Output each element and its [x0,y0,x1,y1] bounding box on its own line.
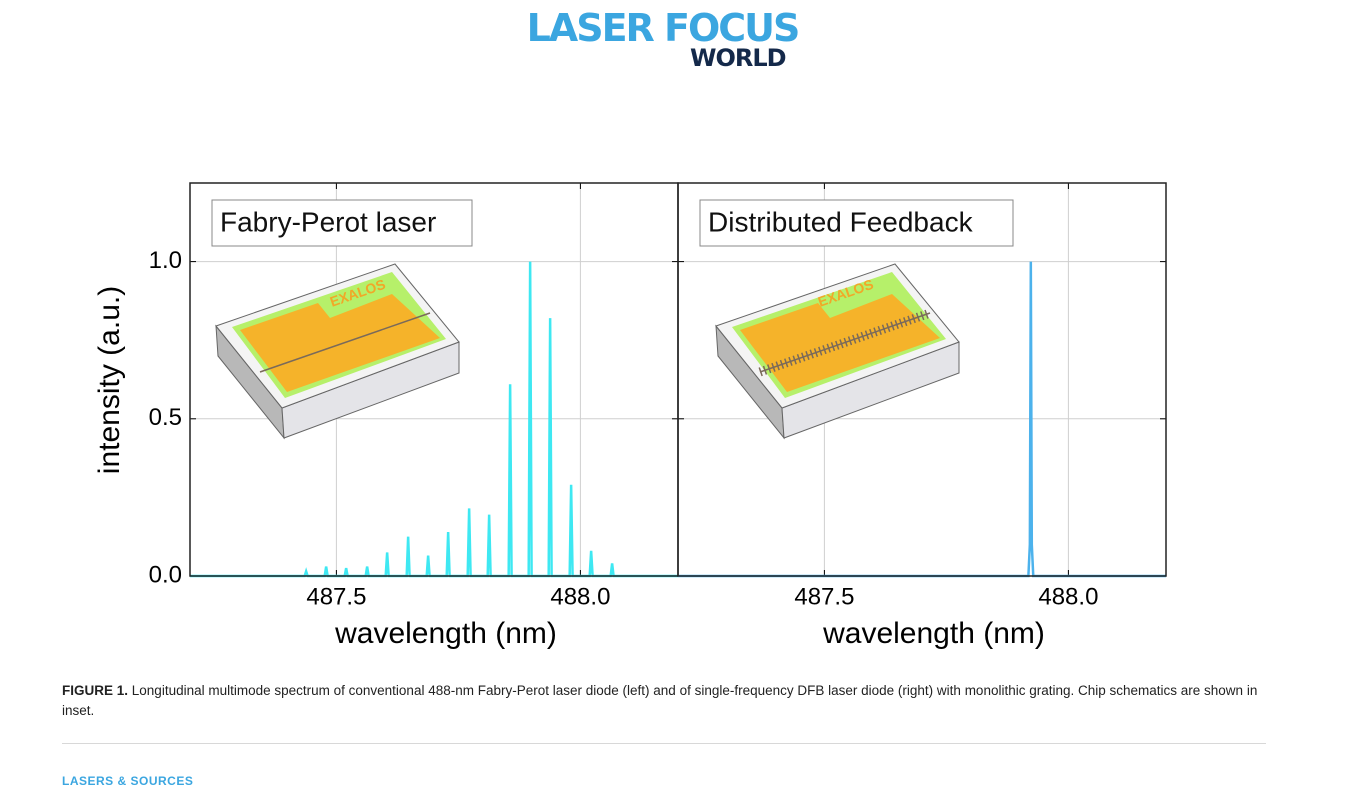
title-box [699,199,1014,247]
panel: 0.0 0.5 1.0 487.5 488.0 wavelength (nm) intens… [93,183,678,650]
divider [62,743,1266,744]
x-axis-label: wavelength (nm) [822,617,1045,650]
panel: 487.5 488.0 wavelength (nm) [678,183,1166,650]
x-axis-label: wavelength (nm) [334,617,557,650]
title-box [211,199,473,247]
x-tick-label: 488.0 [550,583,610,610]
y-tick-label: 0.0 [149,561,182,588]
x-tick-label: 488.0 [1038,583,1098,610]
y-tick-label: 1.0 [149,247,182,274]
chip-stripe [259,312,431,373]
panel-title: Distributed Feedback [708,206,974,237]
category-link[interactable]: LASERS & SOURCES [62,774,194,788]
chip-inset [215,263,460,440]
logo[interactable]: LASER FOCUS [526,6,801,50]
logo-sub[interactable]: WORLD [690,44,787,72]
x-tick-label: 487.5 [306,583,366,610]
caption-text: Longitudinal multimode spectrum of conve… [62,683,1258,718]
plot-frame [677,182,1167,577]
panel-title: Fabry-Perot laser [220,206,436,237]
y-axis-label: intensity (a.u.) [93,286,126,474]
x-tick-label: 487.5 [794,583,854,610]
caption: FIGURE 1. Longitudinal multimode spectru… [62,681,1262,721]
caption-label: FIGURE 1. [62,683,129,698]
chip-inset [715,263,960,440]
y-tick-label: 0.5 [149,404,182,431]
